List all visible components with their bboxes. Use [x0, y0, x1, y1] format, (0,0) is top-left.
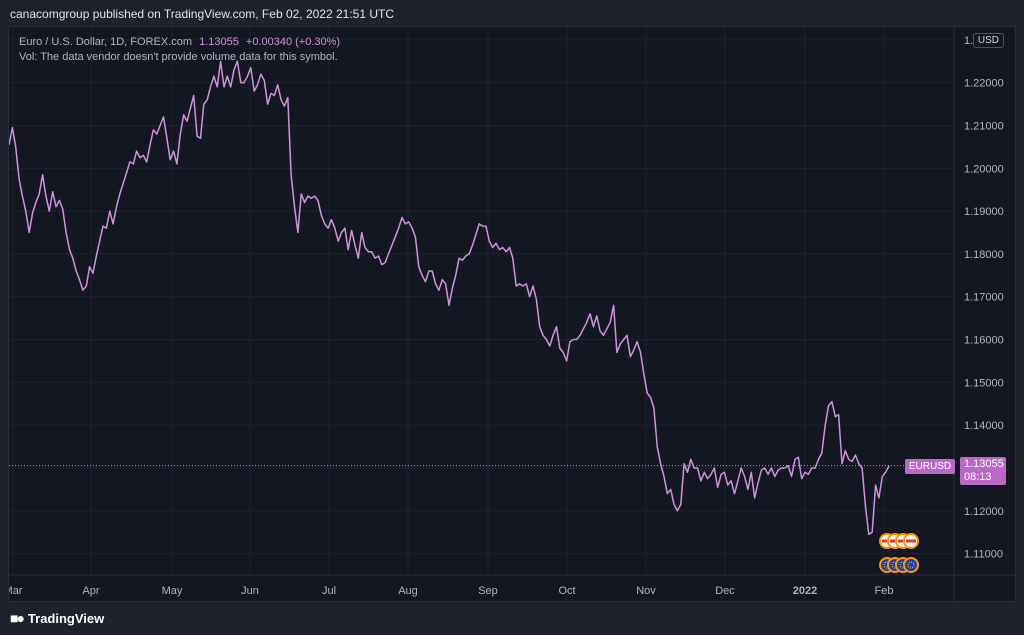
- y-tick-label: 1.16000: [964, 335, 1004, 347]
- publisher-line: canacomgroup published on TradingView.co…: [10, 7, 395, 21]
- last-price-tag: 1.13055 08:13: [960, 457, 1006, 485]
- footer-brand[interactable]: ■● TradingView: [10, 610, 104, 626]
- brand-name: TradingView: [27, 610, 105, 626]
- x-tick-label: Nov: [636, 585, 656, 597]
- currency-button[interactable]: USD: [972, 33, 1004, 48]
- price-series-line: [9, 60, 890, 536]
- y-tick-label: 1.11000: [964, 549, 1003, 561]
- y-tick-label: 1.22000: [964, 78, 1004, 90]
- x-tick-label: Aug: [398, 585, 418, 597]
- legend-symbol[interactable]: Euro / U.S. Dollar, 1D, FOREX.com: [19, 36, 192, 48]
- y-tick-label: 1.12000: [964, 506, 1004, 518]
- x-tick-label: Feb: [875, 585, 894, 597]
- last-price-value: 1.13055: [964, 458, 1004, 470]
- x-tick-label: Apr: [82, 585, 99, 597]
- x-tick-label: Jun: [241, 585, 259, 597]
- legend-volume-note: Vol: The data vendor doesn't provide vol…: [19, 51, 338, 63]
- y-tick-label: 1.18000: [964, 249, 1004, 261]
- y-tick-label: 1.21000: [964, 120, 1004, 132]
- x-tick-label: Mar: [9, 585, 23, 597]
- x-tick-label: Dec: [715, 585, 735, 597]
- y-tick-label: 1.17000: [964, 292, 1004, 304]
- eu-flag-icon: [903, 557, 919, 573]
- us-flag-stripe: [906, 539, 916, 543]
- y-tick-label: 1.20000: [964, 163, 1004, 175]
- x-tick-label: Oct: [558, 585, 575, 597]
- x-tick-label: Sep: [478, 585, 498, 597]
- legend-price: 1.13055: [199, 36, 239, 48]
- y-tick-label: 1.19000: [964, 206, 1004, 218]
- eu-flag-stars: [907, 561, 915, 569]
- x-tick-label: Jul: [322, 585, 336, 597]
- chart-panel[interactable]: 1.230001.220001.210001.200001.190001.180…: [8, 26, 1016, 602]
- x-tick-label: 2022: [793, 585, 817, 597]
- bar-countdown: 08:13: [964, 471, 992, 483]
- legend-change: +0.00340 (+0.30%): [245, 36, 341, 48]
- x-tick-label: May: [162, 585, 183, 597]
- symbol-tag: EURUSD: [905, 459, 955, 474]
- tradingview-logo-icon: ■●: [10, 610, 25, 626]
- chart-legend: Euro / U.S. Dollar, 1D, FOREX.com 1.1305…: [19, 35, 340, 65]
- y-tick-label: 1.15000: [964, 377, 1004, 389]
- price-chart[interactable]: 1.230001.220001.210001.200001.190001.180…: [9, 27, 1015, 601]
- y-tick-label: 1.14000: [964, 420, 1004, 432]
